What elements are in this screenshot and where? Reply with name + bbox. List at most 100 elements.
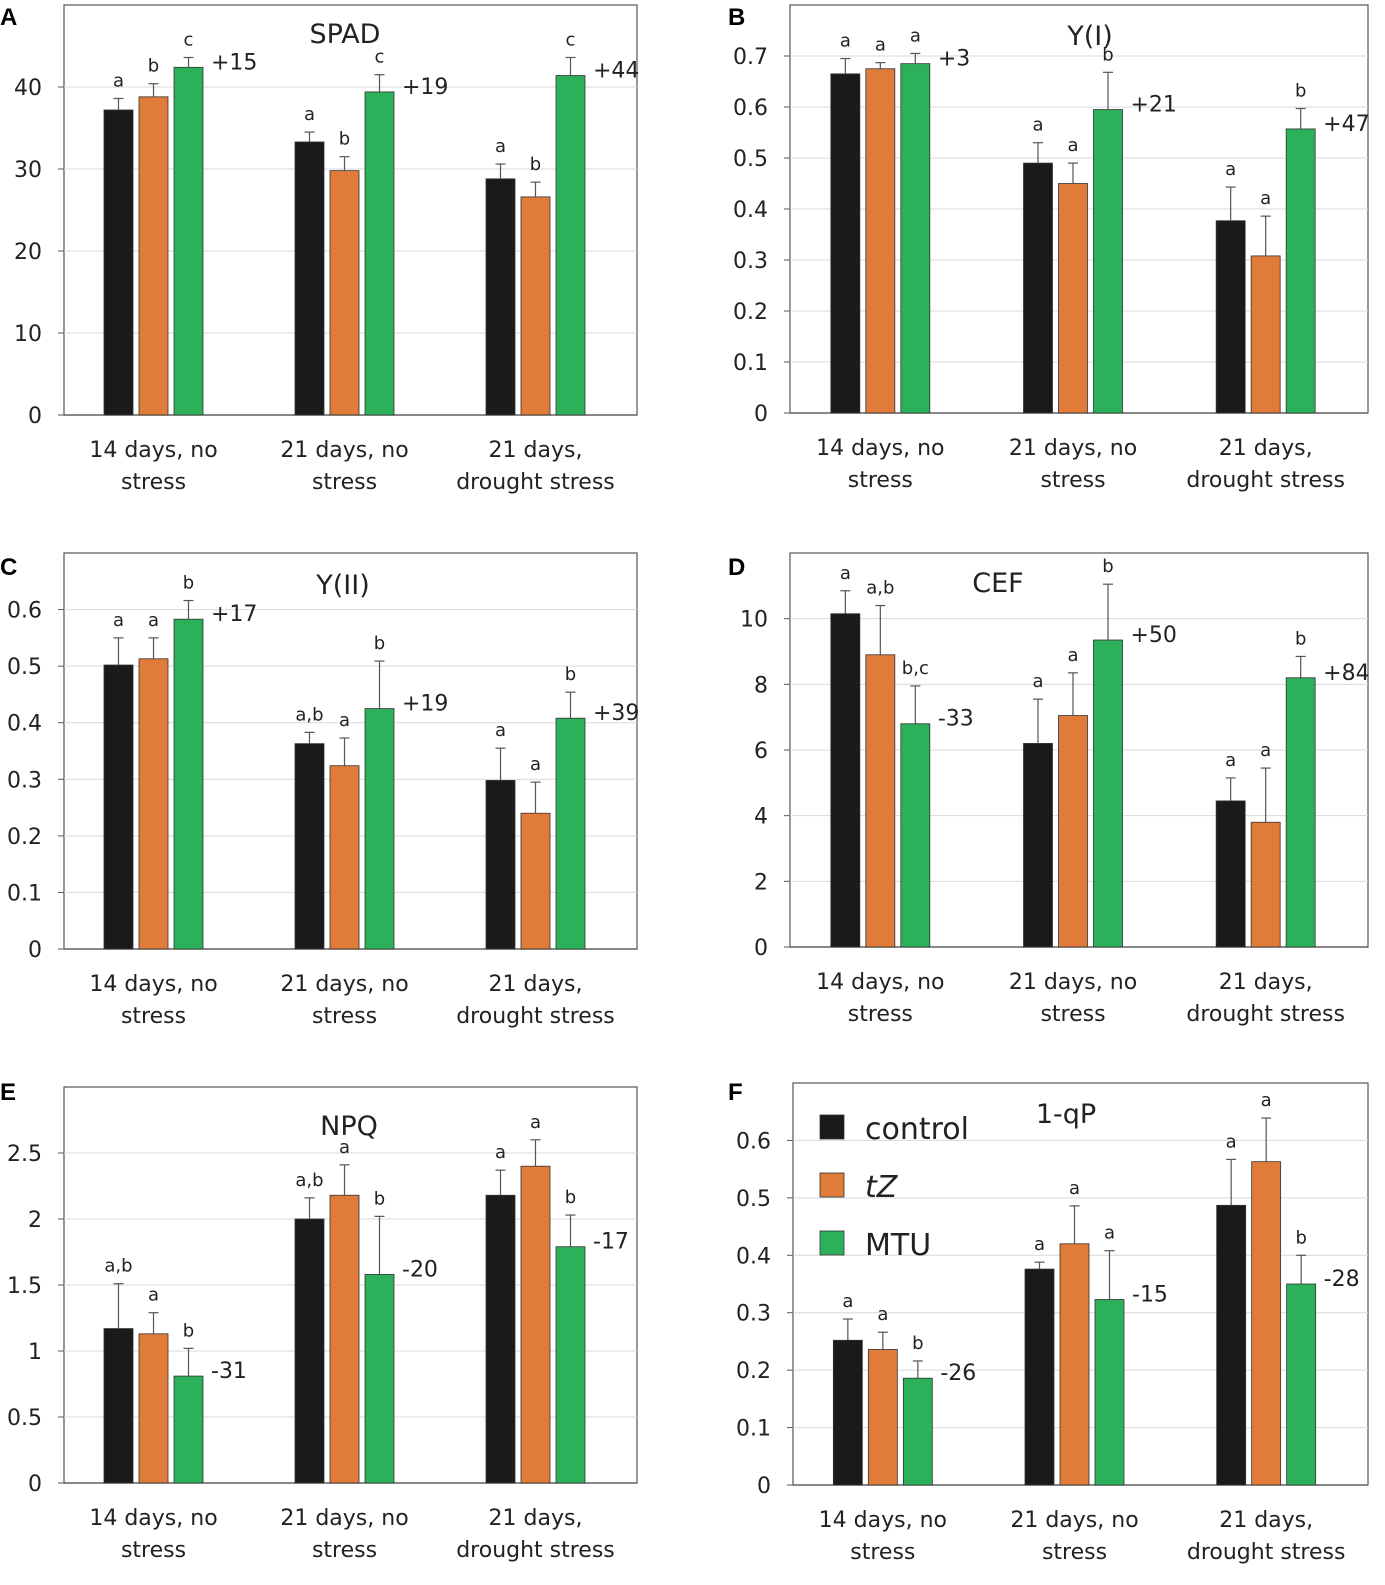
chart-title: 1-qP <box>1036 1099 1096 1130</box>
y-tick-label: 0.6 <box>736 1129 771 1154</box>
bar-control <box>1023 743 1053 948</box>
significance-letter: a <box>304 104 315 125</box>
significance-letter: b <box>148 56 159 77</box>
bar-tz <box>329 765 360 950</box>
y-tick-label: 0.1 <box>733 351 768 376</box>
significance-letter: b <box>1102 556 1113 577</box>
category-label-line2: drought stress <box>1186 1002 1345 1027</box>
category-label-line2: drought stress <box>1186 468 1345 493</box>
y-tick-label: 8 <box>754 673 768 698</box>
bar-control <box>830 613 861 948</box>
significance-letter: b <box>374 633 385 654</box>
panel-letter: C <box>0 554 17 581</box>
legend-label-mtu: MTU <box>865 1228 931 1263</box>
y-tick-label: 0.4 <box>733 198 768 223</box>
significance-letter: b,c <box>902 658 929 679</box>
category-label-line2: stress <box>1040 468 1105 493</box>
y-tick-label: 0.3 <box>736 1302 771 1327</box>
bar-tz <box>329 1194 360 1484</box>
y-tick-label: 0.3 <box>7 768 42 793</box>
category-label-line2: stress <box>121 1004 186 1029</box>
y-tick-label: 0 <box>28 938 42 963</box>
percent-change-label: -26 <box>940 1361 976 1386</box>
significance-letter: a <box>339 710 350 731</box>
chart-title: Y(II) <box>315 570 370 601</box>
category-label-line1: 21 days, no <box>1009 970 1137 995</box>
bar-mtu <box>555 1246 586 1484</box>
category-label-line2: stress <box>121 470 186 495</box>
y-tick-label: 0.6 <box>733 96 768 121</box>
percent-change-label: -15 <box>1132 1283 1168 1308</box>
percent-change-label: +47 <box>1323 112 1369 137</box>
y-tick-label: 0.5 <box>733 147 768 172</box>
bar-mtu <box>1094 1299 1125 1486</box>
category-label-line1: 14 days, no <box>816 970 944 995</box>
bar-tz <box>520 812 551 950</box>
bar-mtu <box>364 91 395 416</box>
bar-control <box>1215 800 1246 948</box>
percent-change-label: -28 <box>1324 1267 1360 1292</box>
significance-letter: b <box>183 1320 194 1341</box>
significance-letter: a <box>530 754 541 775</box>
panel-letter: B <box>728 4 745 31</box>
y-tick-label: 0.5 <box>7 655 42 680</box>
significance-letter: a,b <box>104 1256 132 1277</box>
bar-control <box>485 1194 516 1484</box>
y-tick-label: 1 <box>28 1340 42 1365</box>
bar-mtu <box>902 1377 933 1486</box>
significance-letter: a <box>1067 135 1078 156</box>
significance-letter: a <box>113 70 124 91</box>
significance-letter: a <box>495 1142 506 1163</box>
significance-letter: a <box>1032 115 1043 136</box>
bar-tz <box>329 170 360 416</box>
significance-letter: a <box>1260 188 1271 209</box>
percent-change-label: -31 <box>211 1359 247 1384</box>
percent-change-label: -20 <box>402 1257 438 1282</box>
category-label-line1: 14 days, no <box>89 438 217 463</box>
category-label-line1: 21 days, <box>1219 1508 1313 1533</box>
y-tick-label: 0.5 <box>736 1187 771 1212</box>
significance-letter: a,b <box>866 578 894 599</box>
panel-letter: A <box>0 4 17 31</box>
bar-control <box>1216 1204 1247 1486</box>
percent-change-label: +3 <box>938 47 970 72</box>
panel-letter: E <box>0 1079 16 1106</box>
legend-swatch-control <box>819 1114 845 1140</box>
panel-b: B 0 0.1 0.2 0.3 0.4 0.5 0.6 0.7 Y(I) a a a +3 14 days,… <box>728 4 1370 493</box>
bar-mtu <box>1285 677 1316 948</box>
panel-letter: F <box>728 1079 743 1106</box>
bar-control <box>294 141 325 416</box>
category-label-line1: 21 days, no <box>280 1506 408 1531</box>
significance-letter: a <box>910 25 921 46</box>
bar-control <box>1215 220 1246 414</box>
panel-a: A 0 10 20 30 40 SPAD a b c +15 14 days, no stress a b c… <box>0 4 639 495</box>
y-tick-label: 0 <box>28 404 42 429</box>
significance-letter: b <box>374 1188 385 1209</box>
chart-title: NPQ <box>320 1111 378 1142</box>
significance-letter: b <box>339 129 350 150</box>
category-label-line2: stress <box>312 1004 377 1029</box>
significance-letter: a <box>1069 1178 1080 1199</box>
significance-letter: b <box>912 1333 923 1354</box>
significance-letter: a <box>842 1291 853 1312</box>
category-label-line1: 21 days, no <box>280 972 408 997</box>
panel-f: F 0 0.1 0.2 0.3 0.4 0.5 0.6 1-qP a a b -26 14 days, n… <box>728 1079 1369 1565</box>
significance-letter: a <box>148 1285 159 1306</box>
significance-letter: b <box>565 1187 576 1208</box>
category-label-line1: 21 days, no <box>280 438 408 463</box>
significance-letter: a <box>1261 1090 1272 1111</box>
significance-letter: c <box>184 29 194 50</box>
legend-label-control: control <box>865 1112 969 1147</box>
bar-mtu <box>1286 1283 1317 1486</box>
y-tick-label: 0.7 <box>733 45 768 70</box>
y-tick-label: 4 <box>754 805 768 830</box>
significance-letter: b <box>1102 44 1113 65</box>
significance-letter: a <box>1032 671 1043 692</box>
category-label-line2: stress <box>312 470 377 495</box>
percent-change-label: +84 <box>1323 661 1369 686</box>
category-label-line1: 21 days, no <box>1010 1508 1138 1533</box>
y-tick-label: 0.6 <box>7 599 42 624</box>
category-label-line1: 14 days, no <box>819 1508 947 1533</box>
bar-tz <box>138 96 169 416</box>
